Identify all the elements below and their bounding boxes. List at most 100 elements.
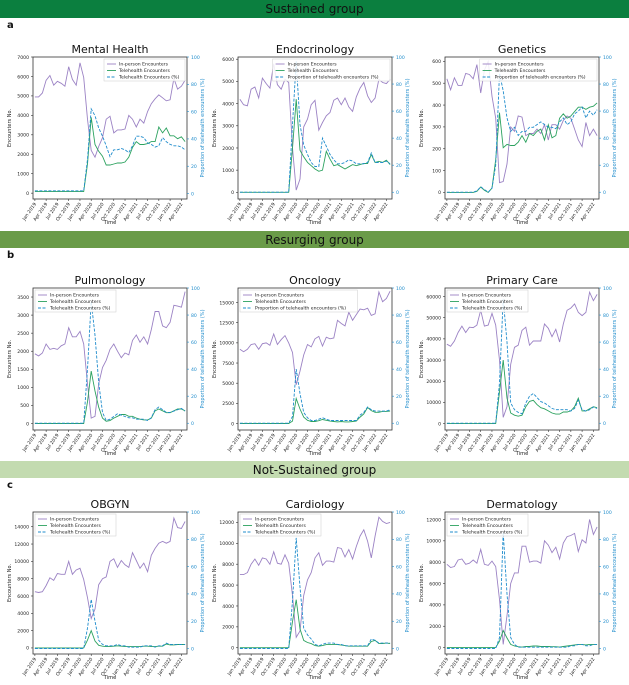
y2-tick-label: 20: [603, 163, 609, 169]
y-tick-label: 1500: [17, 367, 29, 373]
y-tick-label: 2000: [17, 349, 29, 355]
y-axis-label: Encounters No.: [7, 564, 13, 602]
y2-tick-label: 0: [191, 646, 194, 652]
chart-title: Endocrinology: [276, 43, 355, 56]
banner-label: Not-Sustained group: [252, 462, 377, 477]
legend-box: [34, 513, 117, 537]
chart-dermatology: Dermatology 0 2000 4000 6000 8000 10000 12000 0 2…: [419, 498, 618, 681]
y-tick-label: 0: [438, 190, 441, 196]
telehealth-line: [239, 396, 391, 424]
in-person-line: [446, 519, 598, 645]
chart-title: Cardiology: [286, 498, 345, 511]
y-tick-label: 30000: [426, 358, 441, 364]
y2-tick-label: 40: [603, 367, 609, 373]
chart-cardiology: Cardiology 0 2000 4000 6000 8000 10000 12000 0 20…: [212, 498, 411, 681]
chart-title: Primary Care: [486, 274, 558, 287]
plot-frame: [237, 511, 393, 655]
legend-label: In-person Encounters: [119, 62, 169, 68]
not-sustained-group-banner: Not-Sustained group: [0, 461, 629, 478]
legend-box: [103, 58, 186, 82]
y2-tick-label: 60: [603, 564, 609, 570]
legend-box: [479, 58, 598, 82]
panel-letter-a: a: [7, 20, 14, 31]
telehealth-line: [239, 99, 391, 193]
y2-tick-label: 80: [603, 313, 609, 319]
in-person-line: [446, 59, 598, 184]
y2-tick-label: 60: [603, 109, 609, 115]
legend-label: Telehealth Encounters: [287, 68, 339, 74]
y-tick-label: 7500: [222, 361, 234, 367]
x-axis-label: Time: [308, 675, 322, 681]
y-tick-label: 0: [26, 191, 29, 197]
legend-label: In-person Encounters: [255, 517, 305, 523]
y2-tick-label: 0: [191, 191, 194, 197]
proportion-line: [446, 298, 598, 424]
y-tick-label: 0: [231, 646, 234, 652]
y-tick-label: 1000: [222, 168, 234, 174]
y-tick-label: 5000: [222, 381, 234, 387]
y2-tick-label: 40: [603, 136, 609, 142]
y2-tick-label: 20: [603, 394, 609, 400]
y2-tick-label: 100: [191, 286, 200, 292]
in-person-line: [34, 516, 186, 621]
y-axis-label: Encounters No.: [7, 109, 13, 147]
y2-tick-label: 60: [396, 109, 402, 115]
y-tick-label: 8000: [429, 560, 441, 566]
y-tick-label: 2000: [222, 146, 234, 152]
in-person-line: [446, 290, 598, 418]
y2-tick-label: 100: [603, 286, 612, 292]
y-tick-label: 0: [26, 421, 29, 427]
legend-label: Telehealth Encounters: [494, 68, 546, 74]
legend-box: [239, 513, 322, 537]
y2-tick-label: 40: [396, 367, 402, 373]
chart-oncology: Oncology 0 2500 5000 7500 10000 12500 15000 0 20 4…: [212, 274, 411, 457]
y-tick-label: 6000: [222, 583, 234, 589]
y2-tick-label: 20: [603, 619, 609, 625]
chart-title: Genetics: [498, 43, 546, 56]
chart-pulmonology: Pulmonology 0 500 1000 1500 2000 2500 3000 3500 0…: [7, 274, 206, 457]
legend-label: Proportion of telehealth encounters (%): [495, 75, 586, 81]
x-axis-label: Time: [103, 220, 117, 226]
y2-tick-label: 20: [191, 394, 197, 400]
y2-tick-label: 60: [396, 340, 402, 346]
y2-tick-label: 20: [191, 619, 197, 625]
y-tick-label: 0: [231, 190, 234, 196]
y-tick-label: 2000: [17, 628, 29, 634]
plot-frame: [444, 56, 600, 200]
legend-label: In-person Encounters: [462, 517, 512, 523]
y2-tick-label: 40: [396, 136, 402, 142]
y2-tick-label: 20: [396, 394, 402, 400]
y2-tick-label: 100: [603, 510, 612, 516]
y-tick-label: 12000: [219, 520, 234, 526]
y-tick-label: 0: [231, 421, 234, 427]
y2-tick-label: 80: [191, 537, 197, 543]
legend-label: Telehealth Encounters: [118, 68, 170, 74]
x-axis-label: Time: [103, 675, 117, 681]
chart-primary-care: Primary Care 0 10000 20000 30000 40000 50000 60…: [419, 274, 618, 457]
x-axis-label: Time: [515, 675, 529, 681]
y-tick-label: 600: [432, 59, 441, 65]
proportion-line: [34, 107, 186, 192]
y2-axis-label: Proportion of telehealth encounters (%): [200, 78, 206, 177]
chart-obgyn: OBGYN 0 2000 4000 6000 8000 10000 12000 14000 0 20…: [7, 498, 206, 681]
proportion-line: [239, 537, 391, 649]
y-tick-label: 400: [432, 103, 441, 109]
panel-letter-b: b: [7, 250, 15, 261]
chart-title: Dermatology: [486, 498, 558, 511]
chart-genetics: Genetics0100200300400500600020406080100J…: [419, 43, 618, 226]
telehealth-line: [446, 629, 598, 649]
telehealth-line: [34, 117, 186, 193]
y2-axis-label: Proportion of telehealth encounters (%): [405, 309, 411, 408]
x-axis-label: Time: [308, 220, 322, 226]
legend-label: In-person Encounters: [462, 293, 512, 299]
y2-axis-label: Proportion of telehealth encounters (%): [612, 78, 618, 177]
y-tick-label: 1000: [17, 172, 29, 178]
y-tick-label: 4000: [17, 113, 29, 119]
y-tick-label: 2000: [17, 152, 29, 158]
y-tick-label: 10000: [219, 541, 234, 547]
legend-label: Telehealth Encounters (%): [254, 530, 315, 536]
banner-label: Resurging group: [265, 232, 364, 247]
